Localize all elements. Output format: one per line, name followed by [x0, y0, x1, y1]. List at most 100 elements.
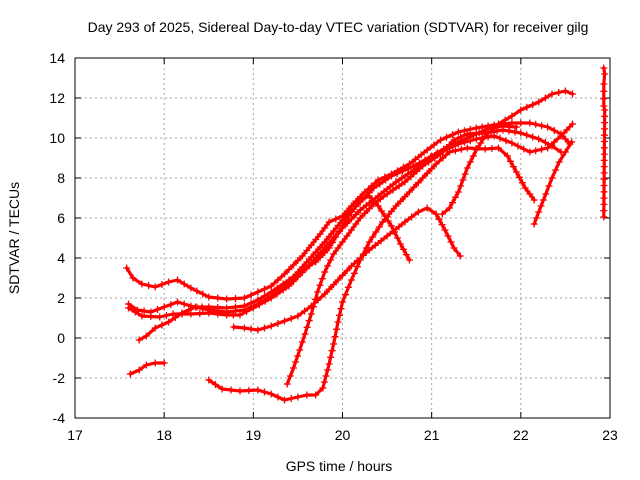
data-point: [532, 214, 540, 222]
data-point: [171, 314, 179, 321]
data-point: [432, 210, 440, 218]
data-point: [214, 294, 222, 302]
data-point: [383, 190, 391, 198]
data-point: [335, 228, 343, 235]
data-point: [548, 142, 556, 150]
data-point: [312, 248, 320, 256]
data-point: [332, 233, 340, 241]
data-point: [321, 268, 329, 276]
data-point: [205, 376, 213, 384]
data-point: [496, 134, 504, 142]
data-point: [392, 178, 400, 186]
data-point: [365, 238, 373, 246]
data-point: [419, 162, 427, 170]
data-point: [281, 317, 288, 325]
data-point: [151, 324, 159, 332]
data-point: [544, 123, 552, 131]
data-point: [180, 280, 188, 288]
data-point: [394, 234, 401, 242]
data-point: [444, 232, 452, 240]
data-point: [125, 304, 132, 312]
data-point: [343, 267, 351, 275]
data-point: [523, 131, 531, 139]
y-tick-label: 2: [57, 290, 65, 306]
data-point: [178, 309, 186, 317]
data-point: [506, 157, 514, 165]
data-point: [504, 152, 511, 160]
data-point: [353, 263, 361, 271]
series-track-4: [135, 192, 413, 344]
data-point: [508, 139, 516, 147]
series-track-6: [205, 144, 538, 404]
data-point: [290, 278, 297, 285]
data-point: [334, 276, 342, 284]
data-point: [247, 291, 255, 299]
data-point: [488, 145, 496, 152]
data-point: [521, 184, 529, 192]
data-point: [446, 148, 453, 156]
data-point: [432, 160, 440, 168]
data-point: [267, 282, 275, 290]
data-point: [466, 158, 474, 166]
data-point: [401, 178, 409, 186]
data-point: [414, 208, 422, 216]
data-point: [451, 193, 459, 201]
data-point: [324, 262, 332, 270]
data-point: [512, 168, 520, 176]
data-point: [375, 223, 383, 231]
data-point: [327, 256, 335, 264]
data-point: [339, 222, 346, 230]
data-point: [333, 325, 341, 333]
data-point: [555, 158, 563, 166]
data-point: [569, 90, 576, 98]
data-point: [423, 146, 431, 154]
data-point: [431, 154, 439, 162]
data-point: [162, 312, 170, 319]
data-point: [502, 137, 510, 145]
data-point: [247, 325, 255, 333]
data-point: [389, 186, 397, 194]
data-point: [331, 333, 339, 341]
data-point: [505, 127, 513, 135]
data-point: [439, 154, 447, 162]
data-point: [223, 304, 231, 312]
data-point: [321, 224, 329, 232]
data-point: [151, 359, 159, 367]
data-point: [174, 276, 181, 284]
data-point: [362, 201, 370, 209]
data-point: [305, 262, 313, 270]
data-point: [254, 296, 262, 304]
data-point: [508, 112, 516, 120]
data-point: [316, 243, 324, 251]
data-point: [339, 298, 346, 306]
data-point: [353, 257, 361, 265]
data-point: [401, 218, 409, 226]
data-point: [267, 288, 275, 296]
data-point: [301, 330, 309, 338]
data-point: [305, 317, 313, 325]
data-point: [123, 264, 131, 272]
data-point: [557, 132, 565, 140]
data-point: [600, 188, 608, 196]
data-point: [449, 199, 456, 207]
data-point: [601, 125, 608, 133]
series-track-10: [530, 138, 576, 228]
data-point: [449, 131, 456, 139]
data-point: [223, 295, 231, 303]
data-point: [273, 284, 281, 292]
data-point: [198, 303, 206, 311]
data-point: [267, 322, 275, 330]
data-point: [405, 256, 413, 264]
data-point: [214, 304, 222, 311]
data-point: [555, 89, 563, 96]
data-point: [312, 258, 320, 266]
data-point: [232, 295, 239, 302]
data-point: [438, 210, 446, 218]
data-point: [140, 307, 148, 315]
data-point: [329, 239, 336, 246]
data-point: [600, 150, 608, 158]
data-point: [601, 112, 609, 120]
data-point: [156, 313, 164, 321]
data-point: [401, 193, 409, 201]
data-point: [430, 141, 438, 149]
